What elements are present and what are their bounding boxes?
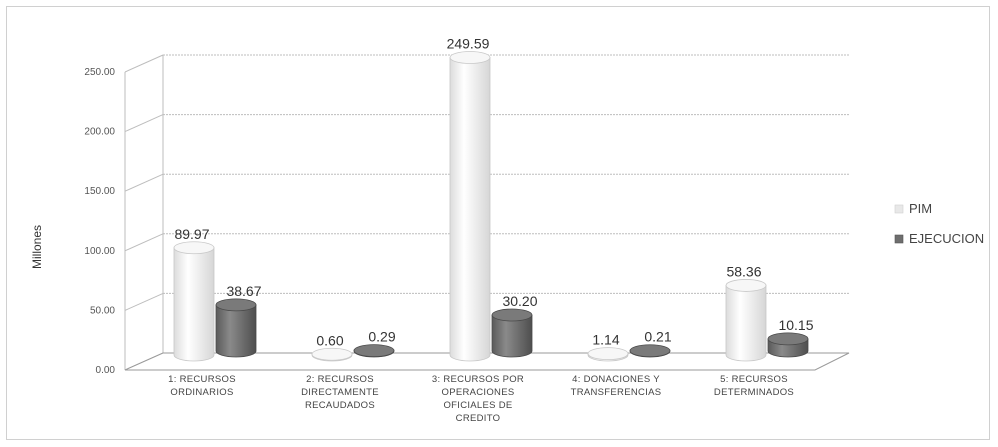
chart-frame: 0.00 50.00 100.00 150.00 200.00 250.00 1: REC… <box>6 6 990 440</box>
x-tick-label-line: 1: RECURSOS <box>168 374 236 385</box>
y-tick-label: 150.00 <box>84 186 115 197</box>
labels-layer: 1: RECURSOS ORDINARIOS 2: RECURSOS DIRECTAM… <box>168 35 814 424</box>
data-label: 10.15 <box>778 317 813 333</box>
bar-ejecucion <box>215 298 257 358</box>
bar-top <box>629 344 671 358</box>
bars-layer <box>173 51 809 362</box>
floor <box>124 352 850 371</box>
legend: PIM EJECUCION <box>894 201 984 246</box>
y-tick-label: 50.00 <box>90 305 115 316</box>
x-tick-label-line: RECAUDADOS <box>305 400 375 411</box>
bar-top <box>215 298 257 312</box>
legend-label: EJECUCION <box>909 231 984 246</box>
data-label: 30.20 <box>502 293 537 309</box>
bar-top <box>173 241 215 255</box>
side-wall-line <box>124 292 164 311</box>
bar-ejecucion <box>767 332 809 358</box>
x-tick-label: 1: RECURSOS ORDINARIOS <box>168 374 236 398</box>
x-tick-label-line: TRANSFERENCIAS <box>571 387 662 398</box>
bar-ejecucion <box>353 344 395 358</box>
data-label: 249.59 <box>447 35 490 51</box>
bar-body <box>173 247 215 362</box>
data-label: 0.21 <box>644 329 671 345</box>
x-tick-label-line: CREDITO <box>456 413 501 424</box>
data-label: 89.97 <box>174 226 209 242</box>
side-wall-line <box>124 233 164 252</box>
y-axis-title: Millones <box>30 225 44 269</box>
y-tick-label: 0.00 <box>96 365 116 376</box>
x-tick-label-line: DIRECTAMENTE <box>301 387 379 398</box>
axis-layer: 0.00 50.00 100.00 150.00 200.00 250.00 <box>84 54 850 376</box>
x-tick-label-line: 4: DONACIONES Y <box>572 374 660 385</box>
bar-ejecucion <box>491 308 533 358</box>
bar-pim <box>725 279 767 362</box>
bar-top <box>491 308 533 322</box>
x-tick-label-line: OPERACIONES <box>442 387 515 398</box>
data-label: 58.36 <box>726 263 761 279</box>
data-label: 0.60 <box>316 332 343 348</box>
bar-body <box>725 285 767 362</box>
x-tick-label-line: ORDINARIOS <box>170 387 233 398</box>
x-tick-label-line: 5: RECURSOS <box>720 374 788 385</box>
x-tick-label-line: OFICIALES DE <box>443 400 512 411</box>
bar-body <box>491 314 533 358</box>
bar-top <box>311 347 353 361</box>
x-tick-label-line: DETERMINADOS <box>714 387 794 398</box>
x-tick-label: 3: RECURSOS POR OPERACIONES OFICIALES DE CR… <box>432 374 524 424</box>
bar-pim <box>173 241 215 362</box>
legend-swatch <box>894 204 904 214</box>
data-label: 1.14 <box>592 332 619 348</box>
side-wall-line <box>124 114 164 133</box>
bar-top <box>353 344 395 358</box>
x-tick-label: 4: DONACIONES Y TRANSFERENCIAS <box>571 374 662 398</box>
side-wall-line <box>124 54 164 73</box>
bar-pim <box>449 51 491 362</box>
y-tick-label: 250.00 <box>84 67 115 78</box>
bar-top <box>449 51 491 64</box>
data-label: 0.29 <box>368 329 395 345</box>
x-tick-label-line: 2: RECURSOS <box>306 374 374 385</box>
side-wall-line <box>124 173 164 192</box>
y-tick-label: 200.00 <box>84 127 115 138</box>
chart-svg: 0.00 50.00 100.00 150.00 200.00 250.00 1: REC… <box>30 35 984 424</box>
bar-pim <box>587 347 629 362</box>
bar-ejecucion <box>629 344 671 358</box>
data-label: 38.67 <box>226 283 261 299</box>
x-tick-label-line: 3: RECURSOS POR <box>432 374 524 385</box>
bar-body <box>449 57 491 362</box>
bar-top <box>767 332 809 346</box>
bar-top <box>587 347 629 361</box>
bar-top <box>725 279 767 292</box>
legend-label: PIM <box>909 201 932 216</box>
bar-pim <box>311 347 353 362</box>
x-tick-label: 2: RECURSOS DIRECTAMENTE RECAUDADOS <box>301 374 379 411</box>
y-tick-label: 100.00 <box>84 246 115 257</box>
x-tick-label: 5: RECURSOS DETERMINADOS <box>714 374 794 398</box>
bar-body <box>215 304 257 358</box>
legend-swatch <box>894 234 904 244</box>
